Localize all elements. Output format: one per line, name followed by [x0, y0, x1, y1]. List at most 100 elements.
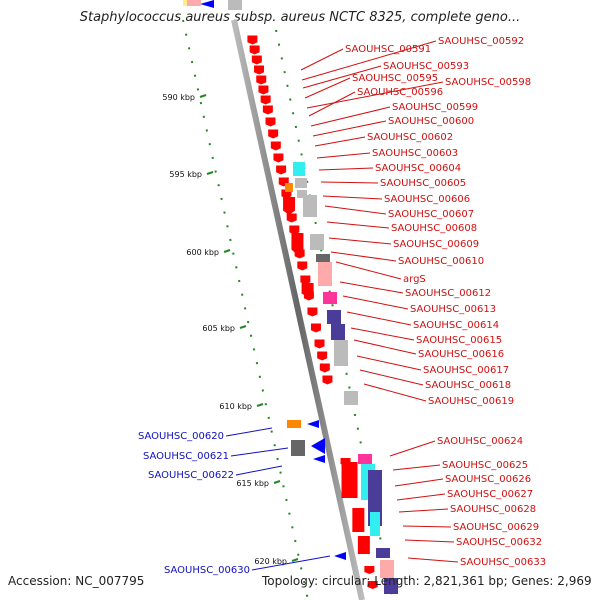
label-leader-line: [407, 557, 459, 563]
cog-category-box: [316, 254, 330, 262]
forward-gene-arrow: [249, 45, 260, 55]
gene-label-forward: SAOUHSC_00606: [384, 194, 470, 205]
cog-category-box: [303, 195, 317, 217]
gene-label-forward: SAOUHSC_00604: [375, 163, 461, 174]
gene-label-forward: SAOUHSC_00592: [438, 36, 524, 47]
label-leader-line: [320, 181, 379, 184]
gene-label-forward: SAOUHSC_00633: [460, 557, 546, 568]
label-leader-line: [402, 525, 452, 528]
forward-gene-arrow: [283, 197, 296, 215]
gene-label-forward: SAOUHSC_00629: [453, 522, 539, 533]
label-leader-line: [314, 136, 366, 147]
gene-label-forward: SAOUHSC_00607: [388, 209, 474, 220]
gene-label-forward: SAOUHSC_00593: [383, 61, 469, 72]
forward-gene-arrow: [301, 283, 314, 297]
gene-label-forward: SAOUHSC_00617: [423, 365, 509, 376]
gene-label-reverse: SAOUHSC_00620: [138, 431, 224, 442]
forward-gene-block: [352, 508, 365, 532]
label-leader-line: [310, 106, 391, 127]
forward-gene-arrow: [256, 75, 267, 85]
cog-category-box: [228, 0, 242, 10]
cog-category-box: [293, 162, 305, 176]
gene-label-forward: SAOUHSC_00615: [416, 335, 502, 346]
forward-gene-block: [341, 462, 358, 498]
reverse-gene-arrow: [334, 552, 346, 560]
label-leader-line: [363, 383, 427, 402]
gene-label-reverse: SAOUHSC_00621: [143, 451, 229, 462]
tick-mark: [206, 171, 214, 175]
cog-category-box: [344, 391, 358, 405]
tick-label: 600 kbp: [186, 248, 219, 257]
cog-category-box: [285, 183, 293, 192]
gene-label-forward: SAOUHSC_00610: [398, 256, 484, 267]
cog-category-box: [358, 454, 372, 464]
label-leader-line: [326, 221, 390, 229]
label-leader-line: [306, 81, 444, 109]
cog-category-box: [384, 578, 398, 594]
gene-label-forward: SAOUHSC_00632: [456, 537, 542, 548]
label-leader-line: [304, 77, 351, 99]
cog-category-box: [318, 262, 332, 286]
label-leader-line: [392, 464, 441, 471]
gene-label-forward: SAOUHSC_00598: [445, 77, 531, 88]
reverse-gene-arrow: [200, 0, 214, 8]
label-leader-line: [312, 120, 387, 137]
label-leader-line: [394, 478, 444, 487]
tick-mark: [239, 325, 247, 329]
label-leader-line: [389, 440, 436, 457]
gene-label-forward: SAOUHSC_00609: [393, 239, 479, 250]
cog-category-box: [380, 560, 394, 578]
cog-category-box: [334, 340, 348, 366]
forward-gene-arrow: [300, 275, 311, 285]
forward-gene-arrow: [310, 323, 321, 333]
gene-label-forward: SAOUHSC_00605: [380, 178, 466, 189]
tick-label: 605 kbp: [202, 324, 235, 333]
gene-label-forward: SAOUHSC_00618: [425, 380, 511, 391]
label-leader-line: [324, 205, 387, 215]
gene-label-forward: SAOUHSC_00619: [428, 396, 514, 407]
genome-backbone: [231, 19, 365, 600]
label-leader-line: [300, 48, 344, 71]
cog-category-box: [295, 178, 307, 188]
label-leader-line: [342, 295, 409, 310]
label-leader-line: [335, 261, 402, 280]
label-leader-line: [235, 465, 283, 476]
forward-gene-arrow: [276, 165, 287, 175]
label-leader-line: [404, 539, 455, 543]
forward-gene-arrow: [340, 458, 351, 466]
gene-label-forward: SAOUHSC_00603: [372, 148, 458, 159]
label-leader-line: [225, 427, 273, 437]
label-leader-line: [328, 237, 392, 245]
label-leader-line: [322, 195, 383, 200]
tick-label: 595 kbp: [169, 170, 202, 179]
label-leader-line: [251, 555, 331, 571]
reverse-gene-arrow: [307, 420, 319, 428]
label-leader-line: [301, 40, 437, 81]
reverse-gene-arrow: [313, 455, 325, 463]
gene-label-forward: SAOUHSC_00599: [392, 102, 478, 113]
topology-text: Topology: circular; Length: 2,821,361 bp…: [262, 574, 592, 588]
forward-gene-arrow: [273, 153, 284, 163]
label-leader-line: [316, 152, 371, 159]
forward-gene-arrow: [364, 566, 375, 574]
label-leader-line: [308, 91, 356, 117]
forward-gene-arrow: [307, 307, 318, 317]
tick-mark: [199, 94, 207, 98]
forward-gene-arrow: [314, 339, 325, 349]
label-leader-line: [230, 447, 289, 457]
gene-label-reverse: SAOUHSC_00630: [164, 565, 250, 576]
tick-label: 615 kbp: [236, 479, 269, 488]
label-leader-line: [318, 167, 374, 171]
forward-gene-arrow: [251, 55, 262, 65]
forward-gene-arrow: [254, 65, 265, 75]
map-title: Staphylococcus aureus subsp. aureus NCTC…: [79, 10, 521, 25]
gene-label-forward: SAOUHSC_00616: [418, 349, 504, 360]
forward-gene-arrow: [260, 95, 271, 105]
cog-category-box: [291, 440, 305, 456]
forward-gene-arrow: [258, 85, 269, 95]
tick-label: 590 kbp: [162, 93, 195, 102]
cog-category-box: [376, 548, 390, 558]
gene-label-forward: SAOUHSC_00613: [410, 304, 496, 315]
gene-label-forward: SAOUHSC_00595: [352, 73, 438, 84]
tick-mark: [291, 558, 299, 562]
